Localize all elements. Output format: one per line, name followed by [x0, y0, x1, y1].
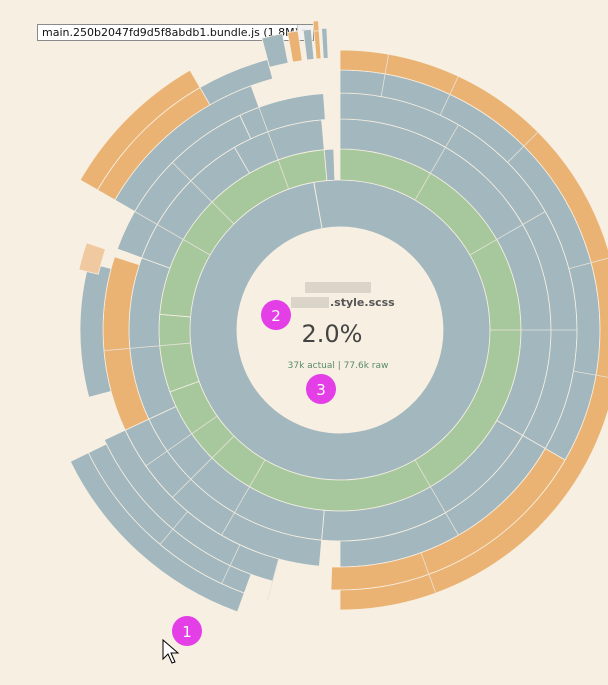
mouse-cursor-icon	[162, 638, 180, 664]
ring1-segment-small[interactable]	[323, 148, 336, 182]
ring5-segment-orange[interactable]	[339, 49, 608, 611]
bundle-select[interactable]: main.250b2047fd9d5f8abdb1.bundle.js (1.8…	[37, 24, 314, 41]
center-size-actual: 37k actual	[288, 361, 335, 371]
sunburst-divider	[414, 124, 459, 201]
sunburst-divider	[414, 459, 459, 536]
sunburst-divider	[258, 107, 290, 190]
sunburst-divider	[380, 54, 390, 97]
sunburst-divider	[134, 211, 211, 256]
sunburst-divider	[172, 435, 235, 498]
svg-text:2: 2	[271, 307, 281, 325]
sunburst-divider	[221, 544, 241, 584]
sunburst-divider	[469, 211, 546, 256]
sunburst-divider	[172, 162, 235, 225]
sunburst-divider	[507, 131, 539, 163]
bundle-select-value: main.250b2047fd9d5f8abdb1.bundle.js (1.8…	[42, 26, 299, 39]
ring-fringe-slice[interactable]	[287, 30, 303, 63]
ring6-segment-orange[interactable]	[79, 69, 201, 191]
sunburst-divider	[145, 415, 218, 467]
center-size-separator: |	[335, 361, 344, 371]
sunburst-divider	[103, 342, 191, 352]
sunburst-dividers	[103, 54, 608, 601]
sunburst-divider	[573, 370, 608, 378]
sunburst-divider	[439, 76, 459, 116]
sunburst-divider	[420, 552, 437, 594]
ring-fringe-slice[interactable]	[313, 28, 322, 60]
redacted-path-block	[305, 282, 371, 293]
annotation-badge-1: 1	[172, 616, 202, 646]
center-info: .style.scss 2.0% 37k actual | 77.6k raw	[288, 282, 395, 371]
ring3-segment-e[interactable]	[239, 93, 326, 140]
ring-fringe-slice[interactable]	[261, 33, 289, 68]
sunburst-divider	[221, 459, 266, 536]
ring5-segment-b[interactable]	[199, 59, 274, 106]
ring-fringe-slice[interactable]	[321, 27, 329, 59]
center-percent: 2.0%	[302, 320, 363, 348]
sunburst-rings	[69, 20, 608, 613]
sunburst-divider	[568, 257, 608, 270]
redacted-name-block	[291, 297, 329, 308]
svg-text:1: 1	[182, 623, 192, 641]
sunburst-divider	[267, 558, 280, 601]
center-size: 37k actual | 77.6k raw	[288, 361, 389, 371]
svg-text:3: 3	[316, 381, 326, 399]
ring-fringe-slice-top[interactable]	[312, 20, 320, 32]
annotation-badge-3: 3	[306, 374, 336, 404]
sunburst-divider	[159, 511, 188, 545]
ring-faded-slice[interactable]	[78, 242, 107, 275]
center-size-raw: 77.6k raw	[344, 361, 389, 371]
ring-fringe-slice[interactable]	[302, 28, 315, 61]
annotation-badge-2: 2	[261, 300, 291, 330]
ring6-segment-a[interactable]	[69, 452, 245, 613]
center-module-name: .style.scss	[330, 296, 395, 309]
